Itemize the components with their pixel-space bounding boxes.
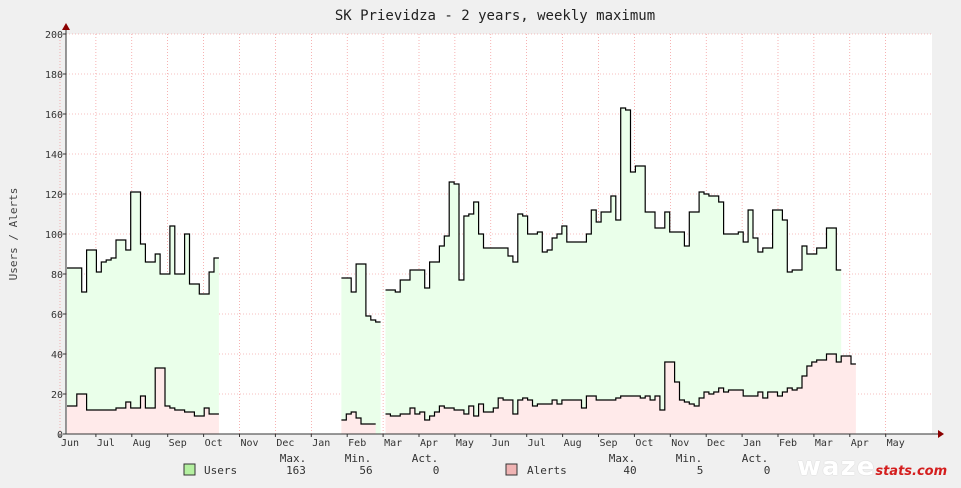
legend-users-label: Users — [204, 464, 237, 477]
x-tick-label: Apr — [420, 438, 438, 449]
y-tick-label: 40 — [51, 350, 63, 361]
x-tick-label: Feb — [779, 438, 797, 449]
y-tick-label: 200 — [45, 30, 63, 41]
x-tick-label: Sep — [599, 438, 617, 449]
y-tick-label: 160 — [45, 110, 63, 121]
x-tick-label: Dec — [707, 438, 725, 449]
x-tick-label: Apr — [851, 438, 869, 449]
legend-alerts-min: 5 — [697, 464, 704, 477]
line-alerts — [385, 353, 856, 421]
x-tick-label: Dec — [276, 438, 294, 449]
wazestats-logo-waze: waze — [797, 452, 876, 482]
legend-alerts-act-header: Act. — [742, 452, 769, 465]
y-tick-label: 100 — [45, 230, 63, 241]
series-areas — [67, 108, 856, 434]
legend-users-max-header: Max. — [280, 452, 307, 465]
x-tick-label: Aug — [133, 438, 151, 449]
y-tick-labels: 0 20 40 60 80 100 120 140 160 180 200 — [45, 30, 63, 441]
wazestats-logo: wazestats.com — [797, 452, 947, 482]
y-axis-label: Users / Alerts — [7, 188, 20, 281]
area-alerts — [341, 412, 376, 434]
series-lines — [67, 107, 856, 425]
x-tick-label: Mar — [815, 438, 833, 449]
legend-alerts-max: 40 — [623, 464, 636, 477]
legend-users-max: 163 — [286, 464, 306, 477]
legend-users-act: 0 — [433, 464, 440, 477]
x-tick-label: Jan — [312, 438, 330, 449]
y-tick-label: 20 — [51, 390, 63, 401]
legend: Max. Min. Act. Users 163 56 0 Max. Min. … — [183, 452, 771, 477]
y-axis-arrow-icon — [62, 23, 70, 30]
area-alerts — [67, 368, 219, 434]
legend-alerts-min-header: Min. — [676, 452, 703, 465]
line-alerts — [67, 367, 219, 417]
x-tick-label: Nov — [240, 438, 258, 449]
wazestats-logo-stats: stats.com — [875, 464, 948, 479]
x-tick-label: Jul — [528, 438, 546, 449]
x-tick-label: Oct — [635, 438, 653, 449]
x-tick-label: Jan — [743, 438, 761, 449]
x-tick-label: Sep — [169, 438, 187, 449]
x-tick-label: Feb — [348, 438, 366, 449]
legend-users-min-header: Min. — [345, 452, 372, 465]
x-tick-label: Jul — [97, 438, 115, 449]
legend-users-act-header: Act. — [412, 452, 439, 465]
legend-alerts-swatch — [505, 463, 518, 476]
y-tick-label: 80 — [51, 270, 63, 281]
area-users — [67, 192, 219, 434]
x-tick-label: Oct — [205, 438, 223, 449]
area-alerts — [385, 354, 856, 434]
line-users — [385, 107, 842, 293]
area-users — [341, 264, 381, 434]
x-tick-label: May — [887, 438, 905, 449]
legend-alerts-act: 0 — [764, 464, 771, 477]
line-users — [341, 263, 381, 323]
y-tick-label: 140 — [45, 150, 63, 161]
legend-users-swatch — [183, 463, 196, 476]
x-axis-arrow-icon — [938, 430, 944, 438]
y-tick-label: 120 — [45, 190, 63, 201]
x-tick-label: Nov — [671, 438, 689, 449]
line-users — [67, 191, 219, 295]
area-users — [385, 108, 842, 434]
x-tick-label: Jun — [61, 438, 79, 449]
legend-alerts-max-header: Max. — [609, 452, 636, 465]
legend-alerts-label: Alerts — [527, 464, 567, 477]
x-tick-label: Mar — [384, 438, 402, 449]
y-tick-label: 0 — [57, 430, 63, 441]
line-alerts — [341, 411, 376, 425]
x-tick-label: Aug — [564, 438, 582, 449]
x-tick-label: May — [456, 438, 474, 449]
x-tick-label: Jun — [492, 438, 510, 449]
chart-title: SK Prievidza - 2 years, weekly maximum — [335, 8, 655, 24]
y-tick-label: 180 — [45, 70, 63, 81]
legend-users-min: 56 — [359, 464, 372, 477]
x-tick-labels: Jun Jul Aug Sep Oct Nov Dec Jan Feb Mar Apr May Jun J… — [61, 438, 905, 449]
y-tick-label: 60 — [51, 310, 63, 321]
axes — [62, 23, 944, 438]
